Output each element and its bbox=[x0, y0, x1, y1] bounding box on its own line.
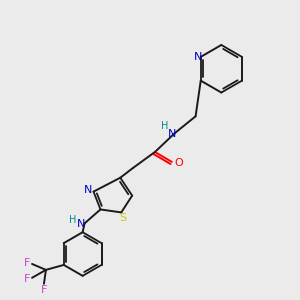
Text: F: F bbox=[24, 274, 30, 284]
Text: F: F bbox=[24, 258, 30, 268]
Text: N: N bbox=[76, 219, 85, 229]
Text: H: H bbox=[69, 215, 76, 225]
Text: N: N bbox=[83, 184, 92, 195]
Text: O: O bbox=[174, 158, 183, 168]
Text: N: N bbox=[194, 52, 202, 62]
Text: S: S bbox=[120, 213, 127, 224]
Text: F: F bbox=[41, 285, 47, 295]
Text: H: H bbox=[161, 121, 169, 131]
Text: N: N bbox=[168, 129, 176, 139]
